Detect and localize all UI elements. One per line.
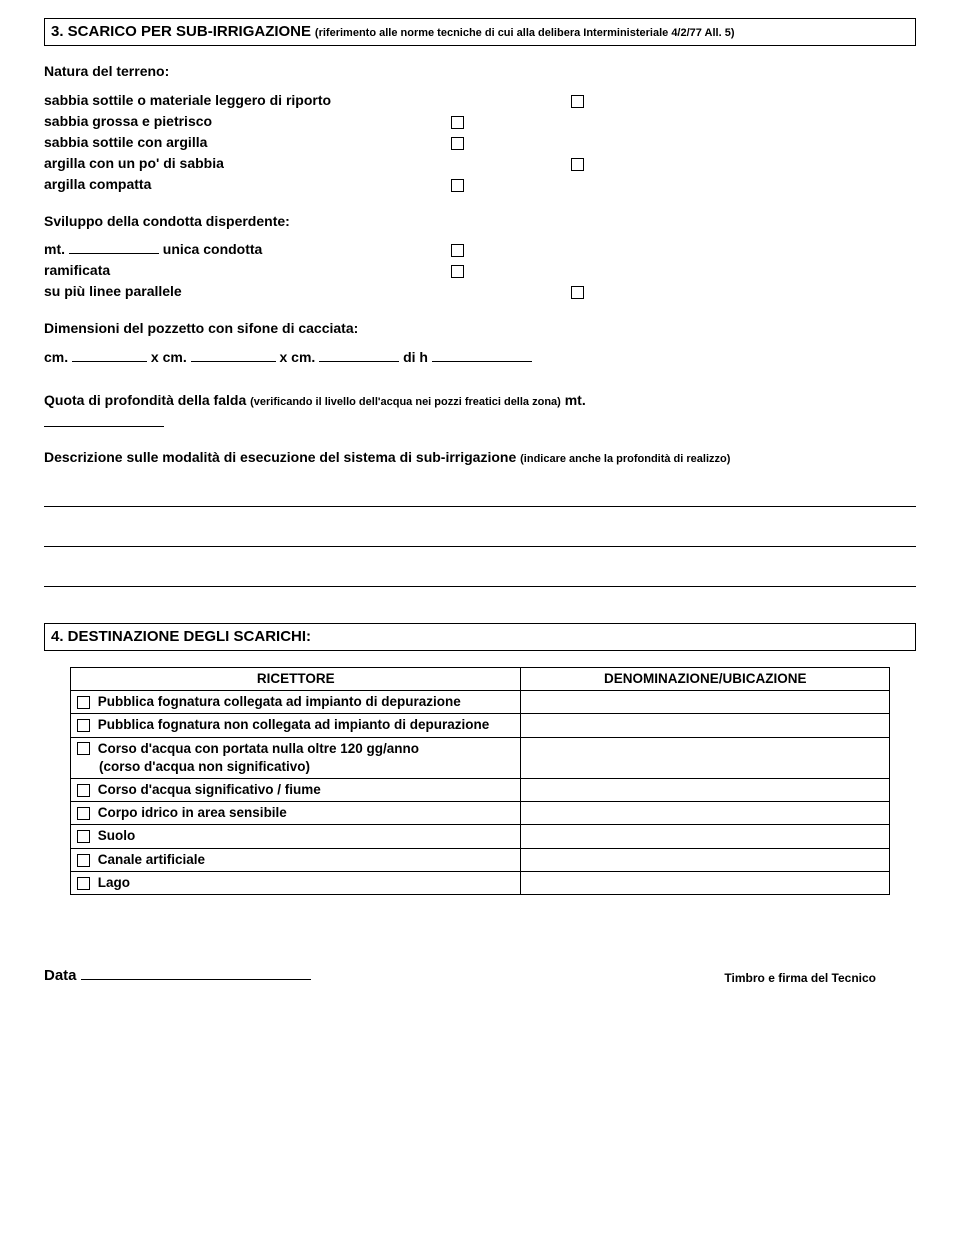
section3-header: 3. SCARICO PER SUB-IRRIGAZIONE (riferime… [44,18,916,46]
checkbox-icon[interactable] [451,265,464,278]
signature-label: Timbro e firma del Tecnico [724,970,916,986]
checkbox-icon[interactable] [77,696,90,709]
dim-x1: x cm. [151,349,187,365]
table-row: Canale artificiale [71,848,890,871]
row-value[interactable] [521,691,890,714]
table-row: Lago [71,871,890,894]
quota-bold: Quota di profondità della falda [44,392,246,408]
destinazione-table: RICETTORE DENOMINAZIONE/UBICAZIONE Pubbl… [70,667,890,895]
checkbox-icon[interactable] [571,95,584,108]
checkbox-icon[interactable] [571,286,584,299]
quota-thin: (verificando il livello dell'acqua nei p… [250,396,561,408]
natura-opt-d-label: argilla con un po' di sabbia [44,154,224,173]
col-ricettore: RICETTORE [71,667,521,690]
dim-blank-4[interactable] [432,348,532,362]
mt-blank[interactable] [69,240,159,254]
section4-header: 4. DESTINAZIONE DEGLI SCARICHI: [44,623,916,651]
row-value[interactable] [521,737,890,778]
dim-x2: x cm. [280,349,316,365]
footer: Data Timbro e firma del Tecnico [44,965,916,986]
row-label: Suolo [98,828,136,843]
dim-heading: Dimensioni del pozzetto con sifone di ca… [44,319,916,338]
checkbox-icon[interactable] [77,719,90,732]
table-row: Pubblica fognatura non collegata ad impi… [71,714,890,737]
table-row: Corso d'acqua significativo / fiume [71,778,890,801]
checkbox-icon[interactable] [451,179,464,192]
desc-bold: Descrizione sulle modalità di esecuzione… [44,449,516,465]
dim-blank-1[interactable] [72,348,147,362]
natura-heading: Natura del terreno: [44,62,916,81]
natura-opt-b-label: sabbia grossa e pietrisco [44,112,212,131]
section3-subtitle: (riferimento alle norme tecniche di cui … [315,27,735,39]
sviluppo-opt-a-label: unica condotta [163,241,263,257]
dim-blank-2[interactable] [191,348,276,362]
col-denominazione: DENOMINAZIONE/UBICAZIONE [521,667,890,690]
desc-thin: (indicare anche la profondità di realizz… [520,453,730,465]
checkbox-icon[interactable] [77,784,90,797]
checkbox-icon[interactable] [77,807,90,820]
row-sub: (corso d'acqua non significativo) [77,758,514,776]
sviluppo-opt-c-label: su più linee parallele [44,282,182,301]
desc-blank-2[interactable] [44,533,916,547]
row-label: Pubblica fognatura collegata ad impianto… [98,694,461,709]
date-label: Data [44,967,77,984]
sviluppo-mt: mt. unica condotta [44,240,262,259]
sviluppo-opt-a: mt. unica condotta [44,240,464,259]
mt-label: mt. [44,241,65,257]
table-row: Corso d'acqua con portata nulla oltre 12… [71,737,890,778]
checkbox-icon[interactable] [77,830,90,843]
sviluppo-heading: Sviluppo della condotta disperdente: [44,212,916,231]
natura-opt-a-label: sabbia sottile o materiale leggero di ri… [44,91,331,110]
checkbox-icon[interactable] [77,742,90,755]
desc-line: Descrizione sulle modalità di esecuzione… [44,448,916,467]
dim-line: cm. x cm. x cm. di h [44,348,916,367]
natura-opt-a: sabbia sottile o materiale leggero di ri… [44,91,584,110]
natura-opt-c-label: sabbia sottile con argilla [44,133,207,152]
natura-opt-d: argilla con un po' di sabbia [44,154,584,173]
row-value[interactable] [521,778,890,801]
dim-cm: cm. [44,349,68,365]
row-label: Corpo idrico in area sensibile [98,805,287,820]
row-value[interactable] [521,825,890,848]
table-row: Pubblica fognatura collegata ad impianto… [71,691,890,714]
sviluppo-opt-b: ramificata [44,261,464,280]
checkbox-icon[interactable] [77,854,90,867]
natura-opt-e: argilla compatta [44,175,464,194]
dim-h: di h [403,349,428,365]
checkbox-icon[interactable] [451,244,464,257]
natura-opt-b: sabbia grossa e pietrisco [44,112,464,131]
table-row: Suolo [71,825,890,848]
row-label: Corso d'acqua con portata nulla oltre 12… [98,741,419,756]
quota-unit: mt. [565,392,586,408]
row-value[interactable] [521,871,890,894]
checkbox-icon[interactable] [571,158,584,171]
desc-blank-1[interactable] [44,493,916,507]
checkbox-icon[interactable] [451,116,464,129]
natura-opt-c: sabbia sottile con argilla [44,133,464,152]
row-label: Corso d'acqua significativo / fiume [98,782,321,797]
checkbox-icon[interactable] [77,877,90,890]
row-label: Canale artificiale [98,852,205,867]
row-value[interactable] [521,714,890,737]
date-field: Data [44,965,311,986]
row-value[interactable] [521,802,890,825]
table-row: Corpo idrico in area sensibile [71,802,890,825]
section3-title: 3. SCARICO PER SUB-IRRIGAZIONE [51,23,311,40]
section4-title: 4. DESTINAZIONE DEGLI SCARICHI: [51,628,311,645]
quota-blank[interactable] [44,413,164,427]
desc-blank-3[interactable] [44,573,916,587]
quota-line: Quota di profondità della falda (verific… [44,391,916,410]
row-label: Lago [98,875,130,890]
sviluppo-opt-c: su più linee parallele [44,282,584,301]
dim-blank-3[interactable] [319,348,399,362]
row-value[interactable] [521,848,890,871]
row-label: Pubblica fognatura non collegata ad impi… [98,717,490,732]
sviluppo-opt-b-label: ramificata [44,261,110,280]
date-blank[interactable] [81,965,311,980]
checkbox-icon[interactable] [451,137,464,150]
table-row: RICETTORE DENOMINAZIONE/UBICAZIONE [71,667,890,690]
natura-opt-e-label: argilla compatta [44,175,151,194]
